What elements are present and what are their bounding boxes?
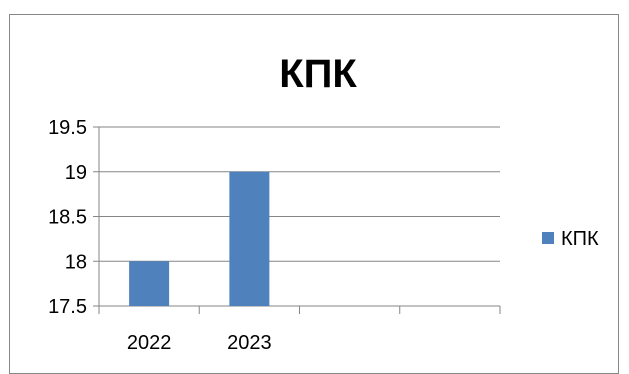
y-tick-label: 17.5 bbox=[48, 296, 87, 318]
y-tick-label: 19.5 bbox=[48, 117, 87, 139]
chart-frame bbox=[9, 14, 619, 374]
bar bbox=[229, 171, 270, 306]
legend-label: КПК bbox=[561, 228, 599, 250]
y-tick-label: 18.5 bbox=[48, 207, 87, 229]
y-tick-labels: 17.5 18 18.5 19 19.5 bbox=[48, 117, 87, 318]
legend-swatch bbox=[542, 232, 554, 244]
legend: КПК bbox=[542, 228, 599, 250]
x-category-label: 2022 bbox=[127, 332, 172, 354]
bar bbox=[129, 261, 170, 306]
y-tick-label: 19 bbox=[65, 162, 87, 184]
chart-title: КПК bbox=[279, 52, 357, 96]
bars bbox=[129, 171, 270, 306]
axes bbox=[93, 126, 501, 314]
x-category-labels: 2022 2023 bbox=[127, 332, 272, 354]
x-category-label: 2023 bbox=[227, 332, 272, 354]
y-tick-label: 18 bbox=[65, 251, 87, 273]
